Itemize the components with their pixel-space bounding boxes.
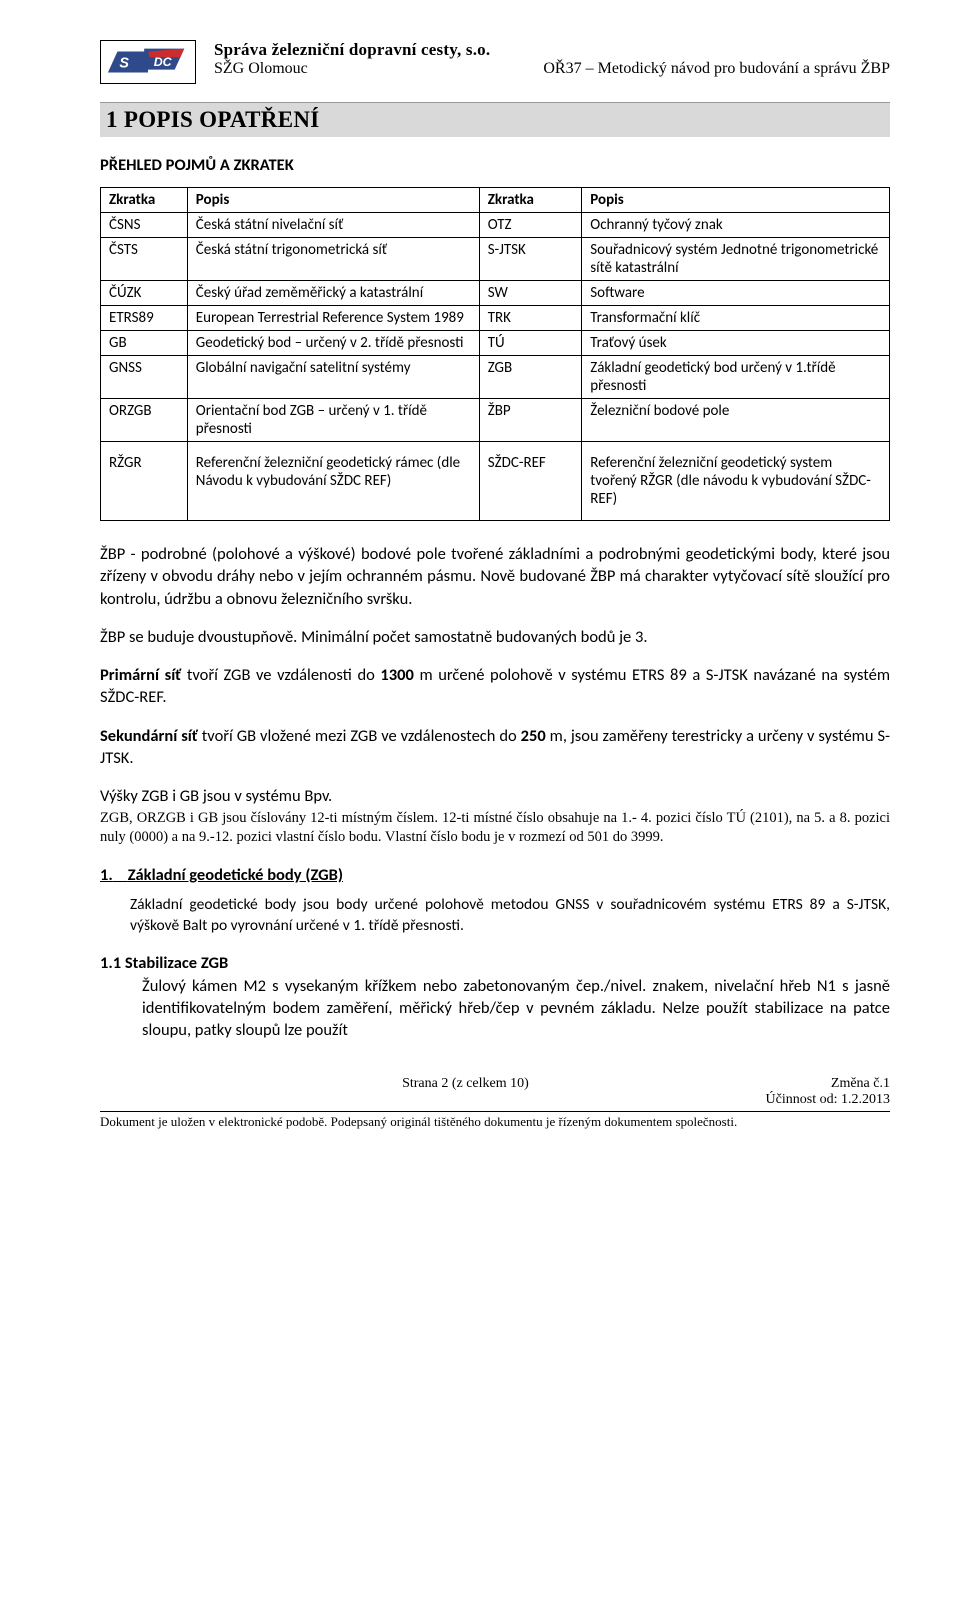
- text: Základní geodetické body (ZGB): [128, 865, 343, 885]
- svg-text:Z: Z: [132, 54, 143, 71]
- th: Popis: [187, 188, 479, 213]
- td: GB: [101, 331, 188, 356]
- td: Česká státní nivelační síť: [187, 213, 479, 238]
- td: ETRS89: [101, 306, 188, 331]
- para: Základní geodetické body jsou body určen…: [130, 895, 890, 937]
- header-org: Správa železniční dopravní cesty, s.o.: [214, 40, 890, 60]
- td: Souřadnicový systém Jednotné trigonometr…: [582, 238, 890, 281]
- para: Primární síť tvoří ZGB ve vzdálenosti do…: [100, 664, 890, 709]
- th: Zkratka: [479, 188, 582, 213]
- td: Železniční bodové pole: [582, 399, 890, 442]
- td: OTZ: [479, 213, 582, 238]
- footer-right2: Účinnost od: 1.2.2013: [766, 1092, 890, 1108]
- td: ZGB: [479, 356, 582, 399]
- table-row: RŽGRReferenční železniční geodetický rám…: [101, 442, 890, 521]
- header-left: SŽG Olomouc: [214, 60, 308, 78]
- th: Popis: [582, 188, 890, 213]
- td: S-JTSK: [479, 238, 582, 281]
- td: TÚ: [479, 331, 582, 356]
- org-logo: S DC Z: [100, 40, 196, 84]
- heading-1: 1 POPIS OPATŘENÍ: [100, 102, 890, 137]
- td: Ochranný tyčový znak: [582, 213, 890, 238]
- svg-text:DC: DC: [154, 55, 173, 69]
- td: European Terrestrial Reference System 19…: [187, 306, 479, 331]
- th: Zkratka: [101, 188, 188, 213]
- td: TRK: [479, 306, 582, 331]
- doc-footer: Strana 2 (z celkem 10) Změna č.1 Účinnos…: [100, 1076, 890, 1130]
- text: tvoří GB vložené mezi ZGB ve vzdálenoste…: [198, 726, 521, 746]
- td: Česká státní trigonometrická síť: [187, 238, 479, 281]
- table-row: GNSSGlobální navigační satelitní systémy…: [101, 356, 890, 399]
- para: Výšky ZGB i GB jsou v systému Bpv.: [100, 785, 890, 807]
- td: ŽBP: [479, 399, 582, 442]
- table-row: GBGeodetický bod – určený v 2. třídě pře…: [101, 331, 890, 356]
- table-header-row: Zkratka Popis Zkratka Popis: [101, 188, 890, 213]
- bold: 1300: [380, 665, 413, 685]
- heading-2: 1. Základní geodetické body (ZGB): [100, 865, 890, 885]
- svg-text:S: S: [119, 56, 129, 72]
- td: Globální navigační satelitní systémy: [187, 356, 479, 399]
- td: ČÚZK: [101, 281, 188, 306]
- section-head: PŘEHLED POJMŮ A ZKRATEK: [100, 155, 890, 175]
- para: ŽBP se buduje dvoustupňově. Minimální po…: [100, 626, 890, 648]
- table-row: ETRS89European Terrestrial Reference Sys…: [101, 306, 890, 331]
- td: SW: [479, 281, 582, 306]
- doc-header: S DC Z Správa železniční dopravní cesty,…: [100, 40, 890, 84]
- td: Referenční železniční geodetický system …: [582, 442, 890, 521]
- td: Český úřad zeměměřický a katastrální: [187, 281, 479, 306]
- para: Sekundární síť tvoří GB vložené mezi ZGB…: [100, 725, 890, 770]
- table-row: ORZGBOrientační bod ZGB – určený v 1. tř…: [101, 399, 890, 442]
- para: Žulový kámen M2 s vysekaným křížkem nebo…: [142, 975, 890, 1042]
- table-row: ČÚZKČeský úřad zeměměřický a katastrální…: [101, 281, 890, 306]
- td: RŽGR: [101, 442, 188, 521]
- table-row: ČSTSČeská státní trigonometrická síťS-JT…: [101, 238, 890, 281]
- td: Základní geodetický bod určený v 1.třídě…: [582, 356, 890, 399]
- td: SŽDC-REF: [479, 442, 582, 521]
- footer-divider: [100, 1111, 890, 1112]
- td: Transformační klíč: [582, 306, 890, 331]
- header-right: OŘ37 – Metodický návod pro budování a sp…: [543, 60, 890, 78]
- td: Orientační bod ZGB – určený v 1. třídě p…: [187, 399, 479, 442]
- abbr-table: Zkratka Popis Zkratka Popis ČSNSČeská st…: [100, 187, 890, 521]
- para: ŽBP - podrobné (polohové a výškové) bodo…: [100, 543, 890, 610]
- footer-page: Strana 2 (z celkem 10): [402, 1076, 529, 1092]
- td: ČSTS: [101, 238, 188, 281]
- bold: Primární síť: [100, 665, 181, 685]
- td: ORZGB: [101, 399, 188, 442]
- bold: Sekundární síť: [100, 726, 198, 746]
- footer-note: Dokument je uložen v elektronické podobě…: [100, 1114, 890, 1130]
- td: Traťový úsek: [582, 331, 890, 356]
- num: 1.: [100, 865, 113, 885]
- text: tvoří ZGB ve vzdálenosti do: [181, 665, 380, 685]
- note: ZGB, ORZGB i GB jsou číslovány 12-ti mís…: [100, 809, 890, 847]
- bold: 250: [521, 726, 546, 746]
- td: Geodetický bod – určený v 2. třídě přesn…: [187, 331, 479, 356]
- td: Referenční železniční geodetický rámec (…: [187, 442, 479, 521]
- table-row: ČSNSČeská státní nivelační síťOTZOchrann…: [101, 213, 890, 238]
- td: ČSNS: [101, 213, 188, 238]
- td: Software: [582, 281, 890, 306]
- footer-right1: Změna č.1: [831, 1076, 890, 1092]
- heading-3: 1.1 Stabilizace ZGB: [100, 953, 890, 973]
- td: GNSS: [101, 356, 188, 399]
